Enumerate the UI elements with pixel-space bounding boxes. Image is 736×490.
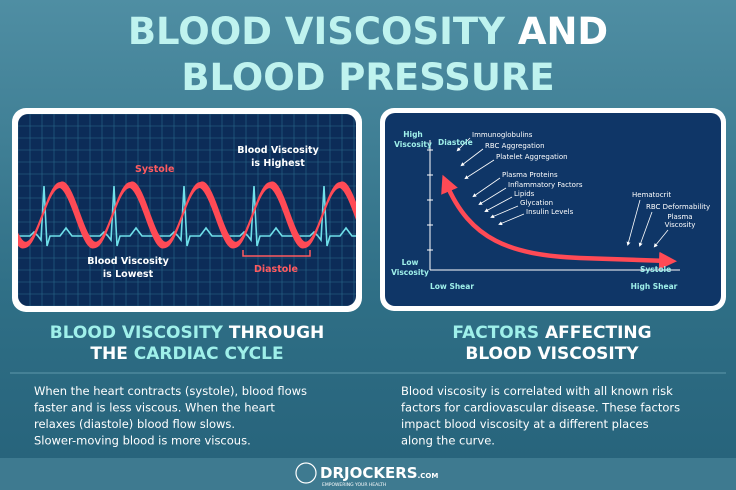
heading: FACTORS AFFECTING bbox=[452, 323, 651, 343]
title-part: AND bbox=[518, 10, 608, 53]
label: Systole bbox=[135, 164, 174, 175]
factor: Platelet Aggregation bbox=[496, 153, 568, 161]
heading-part: CARDIAC CYCLE bbox=[134, 344, 284, 364]
bracket bbox=[242, 250, 311, 257]
factor: RBC Aggregation bbox=[485, 142, 545, 150]
heading-part: THE bbox=[90, 344, 127, 364]
logo: DRJOCKERS.COM bbox=[320, 464, 438, 482]
paragraph-line: impact blood viscosity at a different pl… bbox=[401, 417, 649, 431]
curve bbox=[441, 174, 677, 270]
axis-label: Viscosity bbox=[394, 140, 432, 149]
ecg-line bbox=[18, 185, 356, 247]
paragraph-line: along the curve. bbox=[401, 434, 495, 448]
logo-text: .COM bbox=[418, 472, 439, 480]
paragraph-line: relaxes (diastole) blood flow slows. bbox=[34, 417, 235, 431]
factor: Plasma Proteins bbox=[502, 171, 558, 179]
label: Blood Viscosity bbox=[87, 256, 169, 267]
axis-label: Low bbox=[402, 258, 419, 267]
paragraph-line: Blood viscosity is correlated with all k… bbox=[401, 384, 673, 398]
title-part: BLOOD VISCOSITY bbox=[128, 10, 506, 53]
title-line: BLOOD VISCOSITY AND bbox=[128, 10, 608, 53]
axis-label: Viscosity bbox=[391, 268, 429, 277]
pointers bbox=[456, 137, 669, 248]
factor: Inflammatory Factors bbox=[508, 181, 583, 189]
factor: Immunoglobulins bbox=[472, 131, 533, 139]
logo-text: DRJOCKERS bbox=[320, 464, 418, 482]
factor: Hematocrit bbox=[632, 191, 671, 199]
heading-part: FACTORS bbox=[452, 323, 539, 343]
tagline: EMPOWERING YOUR HEALTH bbox=[322, 482, 386, 488]
heading: THE CARDIAC CYCLE bbox=[90, 344, 283, 364]
heading-part: AFFECTING bbox=[545, 323, 652, 343]
axis-label: High bbox=[403, 130, 423, 139]
axis-label: High Shear bbox=[631, 282, 678, 291]
curve-label: Systole bbox=[640, 265, 671, 274]
paragraph-line: Slower-moving blood is more viscous. bbox=[34, 434, 251, 448]
factor: Lipids bbox=[514, 190, 535, 198]
label: is Highest bbox=[251, 158, 305, 169]
heading: BLOOD VISCOSITY THROUGH bbox=[50, 323, 325, 343]
heading-part: BLOOD VISCOSITY bbox=[50, 323, 224, 343]
footer bbox=[0, 458, 736, 490]
paragraphs: When the heart contracts (systole), bloo… bbox=[34, 384, 680, 448]
paragraph-line: factors for cardiovascular disease. Thes… bbox=[401, 401, 680, 415]
label: Blood Viscosity bbox=[237, 145, 319, 156]
heading: BLOOD VISCOSITY bbox=[465, 344, 639, 364]
factor: Insulin Levels bbox=[526, 208, 574, 216]
factor: RBC Deformability bbox=[646, 203, 710, 211]
axis-label: Low Shear bbox=[430, 282, 474, 291]
label: is Lowest bbox=[103, 269, 154, 280]
factor: Viscosity bbox=[665, 221, 696, 229]
logo-icon bbox=[295, 462, 317, 484]
curve-label: Diastole bbox=[438, 138, 473, 147]
factor: Plasma bbox=[667, 213, 692, 221]
factor: Glycation bbox=[520, 199, 553, 207]
paragraph-line: faster and is less viscous. When the hea… bbox=[34, 401, 275, 415]
heading-part: THROUGH bbox=[229, 323, 324, 343]
title-line: BLOOD PRESSURE bbox=[181, 56, 554, 99]
paragraph-line: When the heart contracts (systole), bloo… bbox=[34, 384, 307, 398]
ticks bbox=[427, 149, 433, 251]
label: Diastole bbox=[254, 264, 298, 275]
